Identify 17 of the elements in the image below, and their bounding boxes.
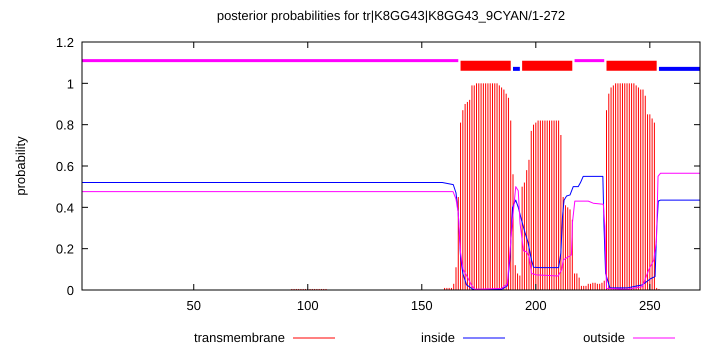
legend-label: outside <box>583 330 625 345</box>
y-tick-label: 0 <box>66 283 74 298</box>
legend-label: transmembrane <box>194 330 285 345</box>
y-tick-label: 1 <box>66 76 74 92</box>
y-tick-label: 0.2 <box>56 242 74 257</box>
y-tick-label: 0.8 <box>56 118 74 133</box>
legend-label: inside <box>421 330 455 345</box>
y-axis-title: probability <box>13 136 28 196</box>
x-tick-label: 250 <box>638 298 661 313</box>
x-tick-label: 200 <box>524 298 547 313</box>
x-tick-label: 100 <box>296 298 319 313</box>
y-tick-label: 0.4 <box>56 200 74 216</box>
y-tick-label: 1.2 <box>56 35 74 50</box>
x-tick-label: 50 <box>186 298 201 313</box>
chart-title: posterior probabilities for tr|K8GG43|K8GG43_9CYAN/1-272 <box>216 8 566 23</box>
x-tick-label: 150 <box>410 298 433 313</box>
y-tick-label: 0.6 <box>56 159 74 174</box>
